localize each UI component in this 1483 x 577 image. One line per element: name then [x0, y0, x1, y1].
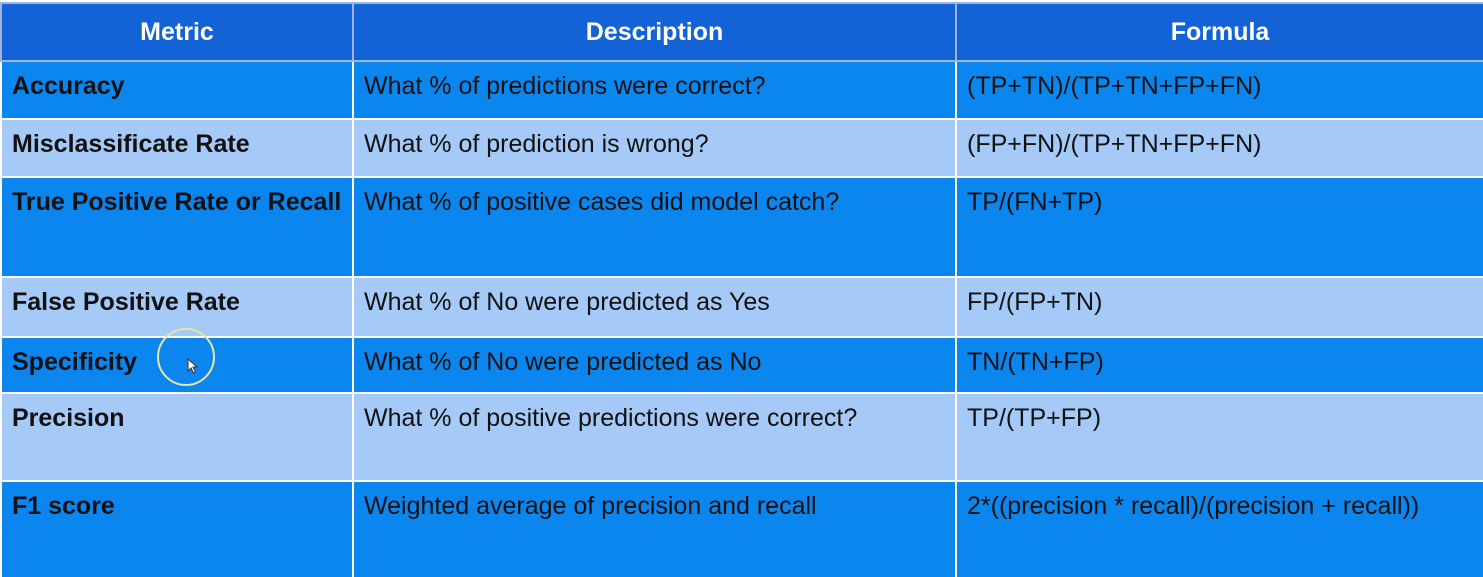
header-description: Description — [352, 2, 957, 62]
table-row: Specificity What % of No were predicted … — [0, 336, 1483, 394]
header-metric: Metric — [0, 2, 354, 62]
formula-cell: FP/(FP+TN) — [955, 276, 1483, 338]
header-row: Metric Description Formula — [0, 2, 1483, 62]
description-cell: What % of positive cases did model catch… — [352, 176, 957, 278]
formula-cell: TP/(TP+FP) — [955, 392, 1483, 482]
table-row: Accuracy What % of predictions were corr… — [0, 60, 1483, 120]
formula-cell: TP/(FN+TP) — [955, 176, 1483, 278]
formula-cell: (TP+TN)/(TP+TN+FP+FN) — [955, 60, 1483, 120]
table-row: True Positive Rate or Recall What % of p… — [0, 176, 1483, 278]
formula-cell: TN/(TN+FP) — [955, 336, 1483, 394]
description-cell: What % of No were predicted as No — [352, 336, 957, 394]
description-cell: What % of predictions were correct? — [352, 60, 957, 120]
metric-cell: Misclassificate Rate — [0, 118, 354, 178]
description-cell: What % of positive predictions were corr… — [352, 392, 957, 482]
metric-cell: Specificity — [0, 336, 354, 394]
metric-cell: False Positive Rate — [0, 276, 354, 338]
formula-cell: (FP+FN)/(TP+TN+FP+FN) — [955, 118, 1483, 178]
description-cell: Weighted average of precision and recall — [352, 480, 957, 577]
description-cell: What % of prediction is wrong? — [352, 118, 957, 178]
metric-cell: Accuracy — [0, 60, 354, 120]
table-row: Precision What % of positive predictions… — [0, 392, 1483, 482]
formula-cell: 2*((precision * recall)/(precision + rec… — [955, 480, 1483, 577]
header-formula: Formula — [955, 2, 1483, 62]
description-cell: What % of No were predicted as Yes — [352, 276, 957, 338]
metric-cell: Precision — [0, 392, 354, 482]
metric-cell: F1 score — [0, 480, 354, 577]
table-row: F1 score Weighted average of precision a… — [0, 480, 1483, 577]
table-row: False Positive Rate What % of No were pr… — [0, 276, 1483, 338]
table-row: Misclassificate Rate What % of predictio… — [0, 118, 1483, 178]
metric-cell: True Positive Rate or Recall — [0, 176, 354, 278]
